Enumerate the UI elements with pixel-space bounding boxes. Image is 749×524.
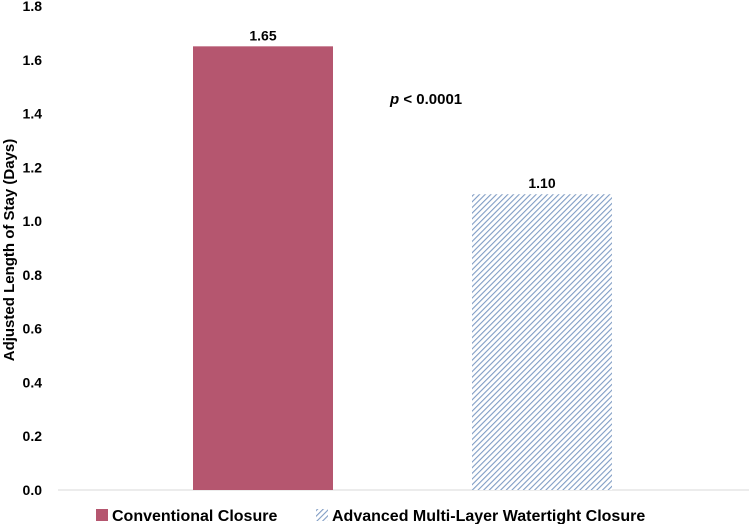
bar-data-label: 1.65 xyxy=(249,27,276,43)
y-tick-label: 1.6 xyxy=(23,52,43,68)
y-axis-label: Adjusted Length of Stay (Days) xyxy=(1,139,18,362)
y-tick-label: 0.8 xyxy=(23,267,43,283)
legend-label-advanced: Advanced Multi-Layer Watertight Closure xyxy=(332,508,645,524)
y-tick-label: 1.4 xyxy=(23,106,43,122)
bar-advanced-watertight-closure xyxy=(472,194,612,490)
y-axis: 0.0 0.2 0.4 0.6 0.8 1.0 1.2 1.4 1.6 1.8 xyxy=(23,0,43,498)
p-value-annotation: p < 0.0001 xyxy=(389,91,462,108)
y-tick-label: 0.4 xyxy=(23,374,43,390)
y-tick-label: 1.2 xyxy=(23,159,43,175)
y-tick-label: 0.0 xyxy=(23,482,43,498)
y-tick-label: 1.8 xyxy=(23,0,43,14)
bar-conventional-closure xyxy=(193,46,333,490)
legend-label-conventional: Conventional Closure xyxy=(112,508,277,524)
legend: Conventional Closure Advanced Multi-Laye… xyxy=(96,508,645,524)
y-tick-label: 0.6 xyxy=(23,321,43,337)
bars: 1.65 1.10 xyxy=(193,27,612,490)
bar-data-label: 1.10 xyxy=(528,175,555,191)
legend-swatch-advanced xyxy=(316,509,328,521)
y-tick-label: 1.0 xyxy=(23,213,43,229)
legend-swatch-conventional xyxy=(96,509,108,521)
p-value-text: < 0.0001 xyxy=(399,91,462,108)
p-value-symbol: p xyxy=(389,91,399,108)
y-tick-label: 0.2 xyxy=(23,428,43,444)
